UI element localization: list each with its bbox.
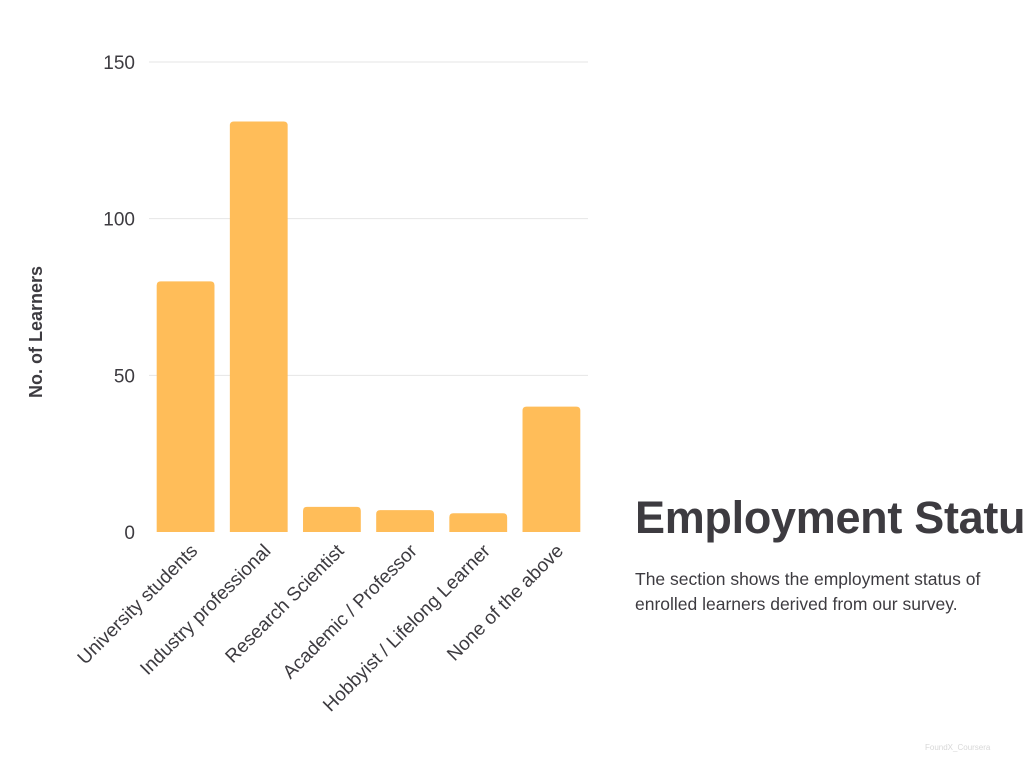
- y-axis-title: No. of Learners: [26, 266, 46, 398]
- gridlines: [149, 61, 588, 376]
- bar: [449, 513, 508, 532]
- bar: [522, 406, 581, 532]
- bar: [156, 281, 215, 532]
- bar: [229, 121, 288, 533]
- x-category-label: Academic / Professor: [279, 540, 422, 683]
- y-axis-ticks: 0 50 100 150: [103, 53, 135, 544]
- y-tick-label: 150: [103, 53, 135, 74]
- section-title: Employment Status: [635, 492, 1024, 543]
- section-description: The section shows the employment status …: [635, 569, 981, 614]
- watermark: FoundX_Coursera: [925, 743, 991, 752]
- x-category-label: Industry professional: [136, 541, 275, 680]
- bars: [156, 121, 581, 533]
- bar: [376, 510, 434, 532]
- y-tick-label: 100: [103, 210, 135, 231]
- y-tick-label: 50: [114, 366, 135, 387]
- bar: [303, 506, 361, 532]
- x-category-label: University students: [74, 541, 202, 669]
- y-tick-label: 0: [124, 523, 135, 544]
